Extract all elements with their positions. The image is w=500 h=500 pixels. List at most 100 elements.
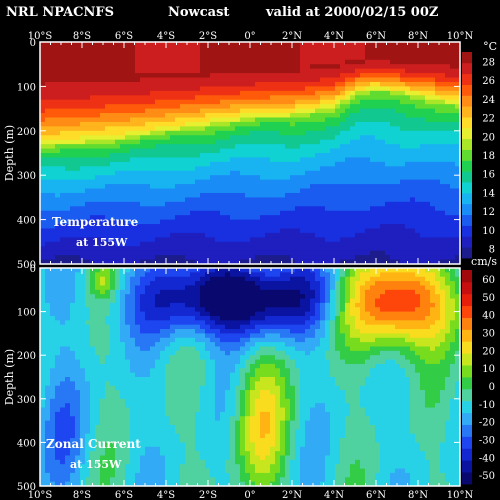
field-cell — [50, 346, 56, 352]
field-cell — [155, 192, 161, 198]
field-cell — [155, 148, 161, 154]
field-cell — [95, 201, 101, 207]
field-cell — [70, 81, 76, 87]
field-cell — [60, 407, 66, 413]
field-cell — [290, 77, 296, 83]
field-cell — [325, 215, 331, 221]
field-cell — [70, 446, 76, 452]
field-cell — [265, 215, 271, 221]
field-cell — [375, 250, 381, 256]
field-cell — [240, 166, 246, 172]
field-cell — [405, 108, 411, 114]
field-cell — [375, 113, 381, 119]
field-cell — [150, 179, 156, 185]
field-cell — [440, 157, 446, 163]
field-cell — [265, 241, 271, 247]
field-cell — [150, 68, 156, 74]
field-cell — [380, 121, 386, 127]
field-cell — [285, 81, 291, 87]
field-cell — [155, 121, 161, 127]
field-cell — [310, 50, 316, 56]
field-cell — [260, 117, 266, 123]
field-cell — [165, 219, 171, 225]
field-cell — [65, 215, 71, 221]
field-cell — [345, 255, 351, 261]
field-cell — [55, 259, 61, 264]
field-cell — [440, 42, 446, 48]
field-cell — [60, 429, 66, 435]
field-cell — [330, 81, 336, 87]
field-cell — [105, 59, 111, 65]
field-cell — [315, 206, 321, 212]
field-cell — [175, 250, 181, 256]
field-cell — [275, 121, 281, 127]
field-cell — [115, 157, 121, 163]
field-cell — [180, 157, 186, 163]
field-cell — [105, 139, 111, 145]
field-cell — [240, 228, 246, 234]
field-cell — [85, 241, 91, 247]
field-cell — [360, 153, 366, 159]
field-cell — [255, 144, 261, 150]
field-cell — [90, 429, 96, 435]
field-cell — [450, 73, 456, 79]
field-cell — [210, 206, 216, 212]
field-cell — [230, 157, 236, 163]
field-cell — [100, 329, 106, 334]
field-cell — [70, 451, 76, 457]
field-cell — [280, 259, 286, 264]
field-cell — [185, 161, 191, 167]
field-cell — [455, 73, 460, 79]
field-cell — [205, 206, 211, 212]
field-cell — [45, 350, 51, 356]
field-cell — [60, 117, 66, 123]
field-cell — [320, 170, 326, 176]
field-cell — [40, 113, 46, 119]
field-cell — [100, 302, 106, 308]
field-cell — [380, 86, 386, 92]
field-cell — [355, 55, 361, 61]
field-cell — [175, 64, 181, 70]
field-cell — [365, 148, 371, 154]
field-cell — [115, 179, 121, 185]
field-cell — [420, 246, 426, 252]
field-cell — [200, 108, 206, 114]
field-cell — [125, 68, 131, 74]
field-cell — [295, 135, 301, 141]
field-cell — [255, 135, 261, 141]
field-cell — [150, 241, 156, 247]
field-cell — [45, 50, 51, 56]
field-cell — [210, 135, 216, 141]
field-cell — [50, 481, 56, 486]
field-cell — [180, 113, 186, 119]
field-cell — [55, 438, 61, 443]
field-cell — [70, 342, 76, 348]
field-cell — [65, 157, 71, 163]
field-cell — [300, 210, 306, 216]
field-cell — [340, 188, 346, 194]
field-cell — [205, 255, 211, 261]
field-cell — [240, 161, 246, 167]
field-cell — [280, 188, 286, 194]
field-cell — [40, 135, 46, 141]
field-cell — [215, 215, 221, 221]
field-cell — [370, 228, 376, 234]
field-cell — [60, 294, 66, 300]
field-cell — [90, 442, 96, 448]
field-cell — [140, 153, 146, 159]
field-cell — [220, 50, 226, 56]
field-cell — [425, 139, 431, 145]
field-cell — [395, 188, 401, 194]
field-cell — [435, 157, 441, 163]
field-cell — [165, 197, 171, 203]
field-cell — [250, 153, 256, 159]
field-cell — [60, 446, 66, 452]
field-cell — [415, 68, 421, 74]
field-cell — [210, 77, 216, 83]
field-cell — [265, 179, 271, 185]
field-cell — [200, 135, 206, 141]
field-cell — [95, 121, 101, 127]
field-cell — [205, 64, 211, 70]
field-cell — [215, 250, 221, 256]
field-cell — [360, 241, 366, 247]
